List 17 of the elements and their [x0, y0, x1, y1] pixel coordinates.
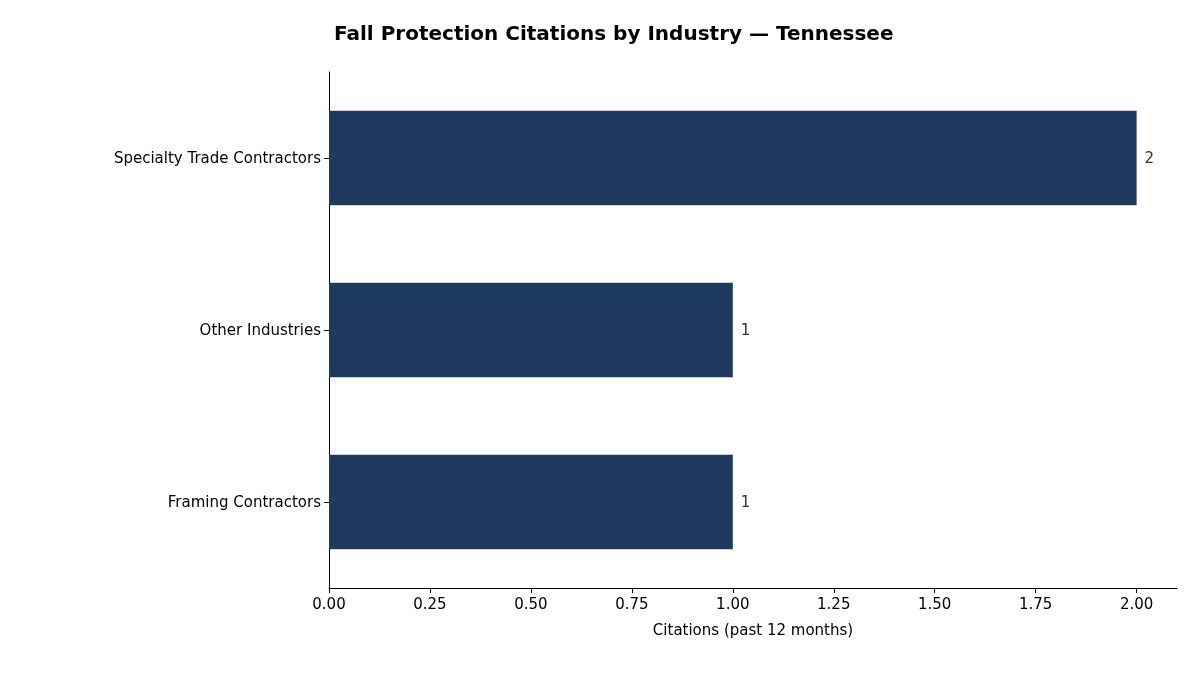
x-tick-label: 1.25 — [817, 594, 851, 613]
data-label: 2 — [1144, 149, 1155, 167]
x-axis-title: Citations (past 12 months) — [652, 620, 854, 639]
x-tick-label: 0.50 — [514, 594, 548, 613]
x-tick-label: 1.00 — [716, 594, 750, 613]
data-label: 1 — [740, 493, 751, 511]
y-tick-label: Framing Contractors — [167, 493, 322, 511]
x-tick-label: 0.75 — [615, 594, 649, 613]
x-tick-label: 2.00 — [1119, 594, 1154, 613]
x-tick-label: 0.00 — [312, 594, 346, 613]
x-tick-label: 1.50 — [918, 594, 952, 613]
y-tick-label: Specialty Trade Contractors — [113, 149, 322, 167]
data-label: 1 — [740, 321, 751, 339]
y-tick-label: Other Industries — [199, 321, 322, 339]
x-tick-label: 0.25 — [413, 594, 447, 613]
chart-title: Fall Protection Citations by Industry — Tennessee — [334, 21, 894, 45]
x-tick-label: 1.75 — [1018, 594, 1053, 613]
